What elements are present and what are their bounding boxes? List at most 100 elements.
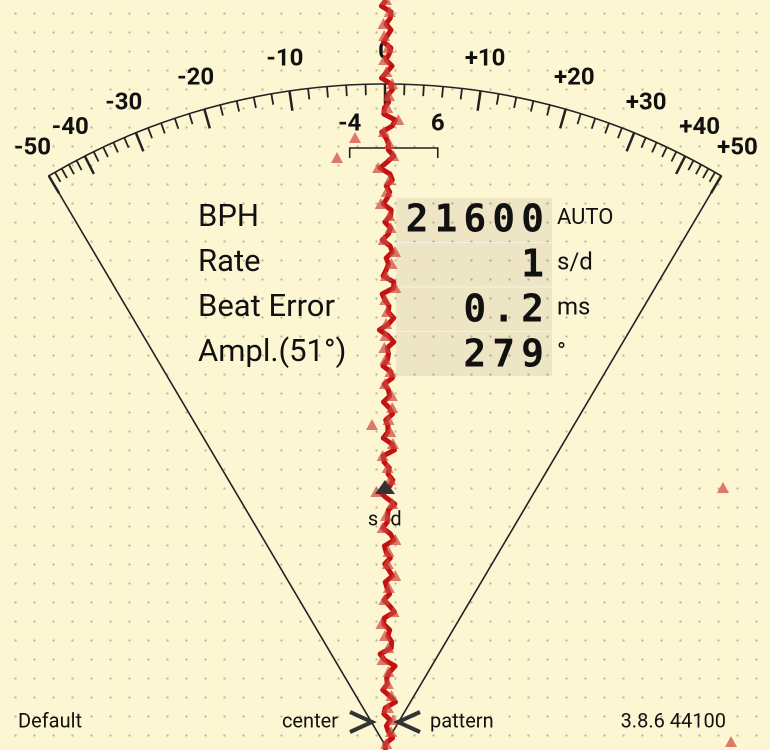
- scale-tick: [307, 88, 311, 100]
- trace-point: [379, 330, 392, 341]
- trace-point: [383, 174, 396, 185]
- scale-tick: [708, 171, 716, 183]
- scale-tick: [495, 93, 500, 105]
- scale-tick: [617, 127, 623, 139]
- version: 3.8.6 44100: [621, 708, 726, 732]
- scale-tick: [702, 168, 710, 179]
- trace-point: [384, 366, 397, 377]
- scale-tick: [147, 127, 153, 139]
- scale-label: -10: [266, 44, 303, 72]
- trace-point: [377, 126, 390, 137]
- scale-tick: [203, 108, 212, 129]
- trace-point: [386, 498, 399, 509]
- scale-tick: [695, 164, 703, 175]
- trace-point: [384, 426, 397, 437]
- scale-label: -50: [14, 133, 51, 161]
- trace-point: [378, 54, 391, 65]
- trace-point: [385, 690, 398, 701]
- scale-tick: [675, 155, 687, 175]
- scale-label: +20: [554, 63, 595, 91]
- scale-tick: [476, 90, 482, 111]
- trace-point: [379, 294, 392, 305]
- trace-point: [385, 726, 398, 737]
- scale-tick: [651, 142, 658, 153]
- trace-point: [388, 246, 401, 257]
- trace-point: [381, 306, 394, 317]
- scale-tick: [625, 132, 636, 152]
- trace-point: [386, 78, 399, 89]
- trace-point: [382, 582, 395, 593]
- scale-tick: [422, 85, 425, 97]
- scale-tick: [576, 113, 582, 125]
- scale-tick: [640, 137, 647, 149]
- marker-label: d: [390, 506, 401, 530]
- center-arrow: [349, 710, 377, 734]
- trace-point: [376, 450, 389, 461]
- readout-unit: s/d: [557, 247, 593, 275]
- trace-point: [381, 462, 394, 473]
- scale-label: +40: [679, 112, 720, 140]
- bracket-label: 6: [431, 108, 445, 136]
- trace-point: [379, 354, 392, 365]
- trace-point: [387, 438, 400, 449]
- trace-point: [382, 414, 395, 425]
- preset-name: Default: [18, 708, 82, 732]
- readout-value: 279: [463, 332, 550, 376]
- scale-label: -20: [177, 63, 214, 91]
- trace-point: [385, 258, 398, 269]
- trace-point: [381, 678, 394, 689]
- pattern-button[interactable]: pattern: [430, 708, 494, 732]
- trace-point: [381, 102, 394, 113]
- trace-point: [370, 486, 383, 497]
- trace-point: [383, 138, 396, 149]
- trace-point: [381, 702, 394, 713]
- trace-point: [380, 0, 392, 5]
- trace-point: [382, 666, 395, 677]
- trace-point: [386, 402, 399, 413]
- trace-point: [380, 738, 393, 749]
- trace-point: [379, 510, 392, 521]
- scale-tick: [687, 159, 695, 171]
- readout-label: Beat Error: [198, 287, 335, 324]
- scale-tick: [345, 85, 348, 97]
- scale-label: -30: [105, 87, 142, 115]
- marker-label: s: [368, 506, 378, 530]
- trace-point: [377, 234, 390, 245]
- scale-label: +30: [626, 87, 667, 115]
- scale-tick: [47, 175, 61, 194]
- scale-tick: [54, 171, 62, 183]
- trace-point: [717, 482, 729, 493]
- trace-point: [385, 390, 398, 401]
- scale-tick: [530, 100, 535, 112]
- scale-tick: [75, 159, 83, 171]
- trace-point: [379, 630, 392, 641]
- scale-tick: [326, 86, 329, 98]
- scale-tick: [441, 86, 444, 98]
- trace-point: [376, 654, 389, 665]
- scale-tick: [270, 93, 275, 105]
- readout-unit: AUTO: [557, 205, 613, 230]
- trace-point: [387, 150, 400, 161]
- trace-point: [383, 210, 396, 221]
- scale-tick: [661, 146, 668, 158]
- scale-tick: [219, 104, 224, 116]
- readout-label: Rate: [198, 242, 261, 279]
- trace-point: [384, 474, 397, 485]
- readout-label: BPH: [198, 197, 259, 234]
- readout-value: 21600: [406, 197, 550, 241]
- trace-point: [725, 736, 737, 747]
- scale-tick: [558, 108, 567, 129]
- scale-tick: [670, 151, 678, 162]
- trace-point: [382, 546, 395, 557]
- center-button[interactable]: center: [282, 708, 338, 732]
- trace-point: [378, 30, 391, 41]
- trace-point: [375, 618, 388, 629]
- scale-tick: [134, 132, 145, 152]
- trace-point: [384, 222, 397, 233]
- marker-triangle: [375, 480, 395, 494]
- pattern-arrow: [393, 710, 421, 734]
- trace-point: [387, 606, 400, 617]
- trace-point: [380, 66, 393, 77]
- trace-point: [331, 152, 343, 163]
